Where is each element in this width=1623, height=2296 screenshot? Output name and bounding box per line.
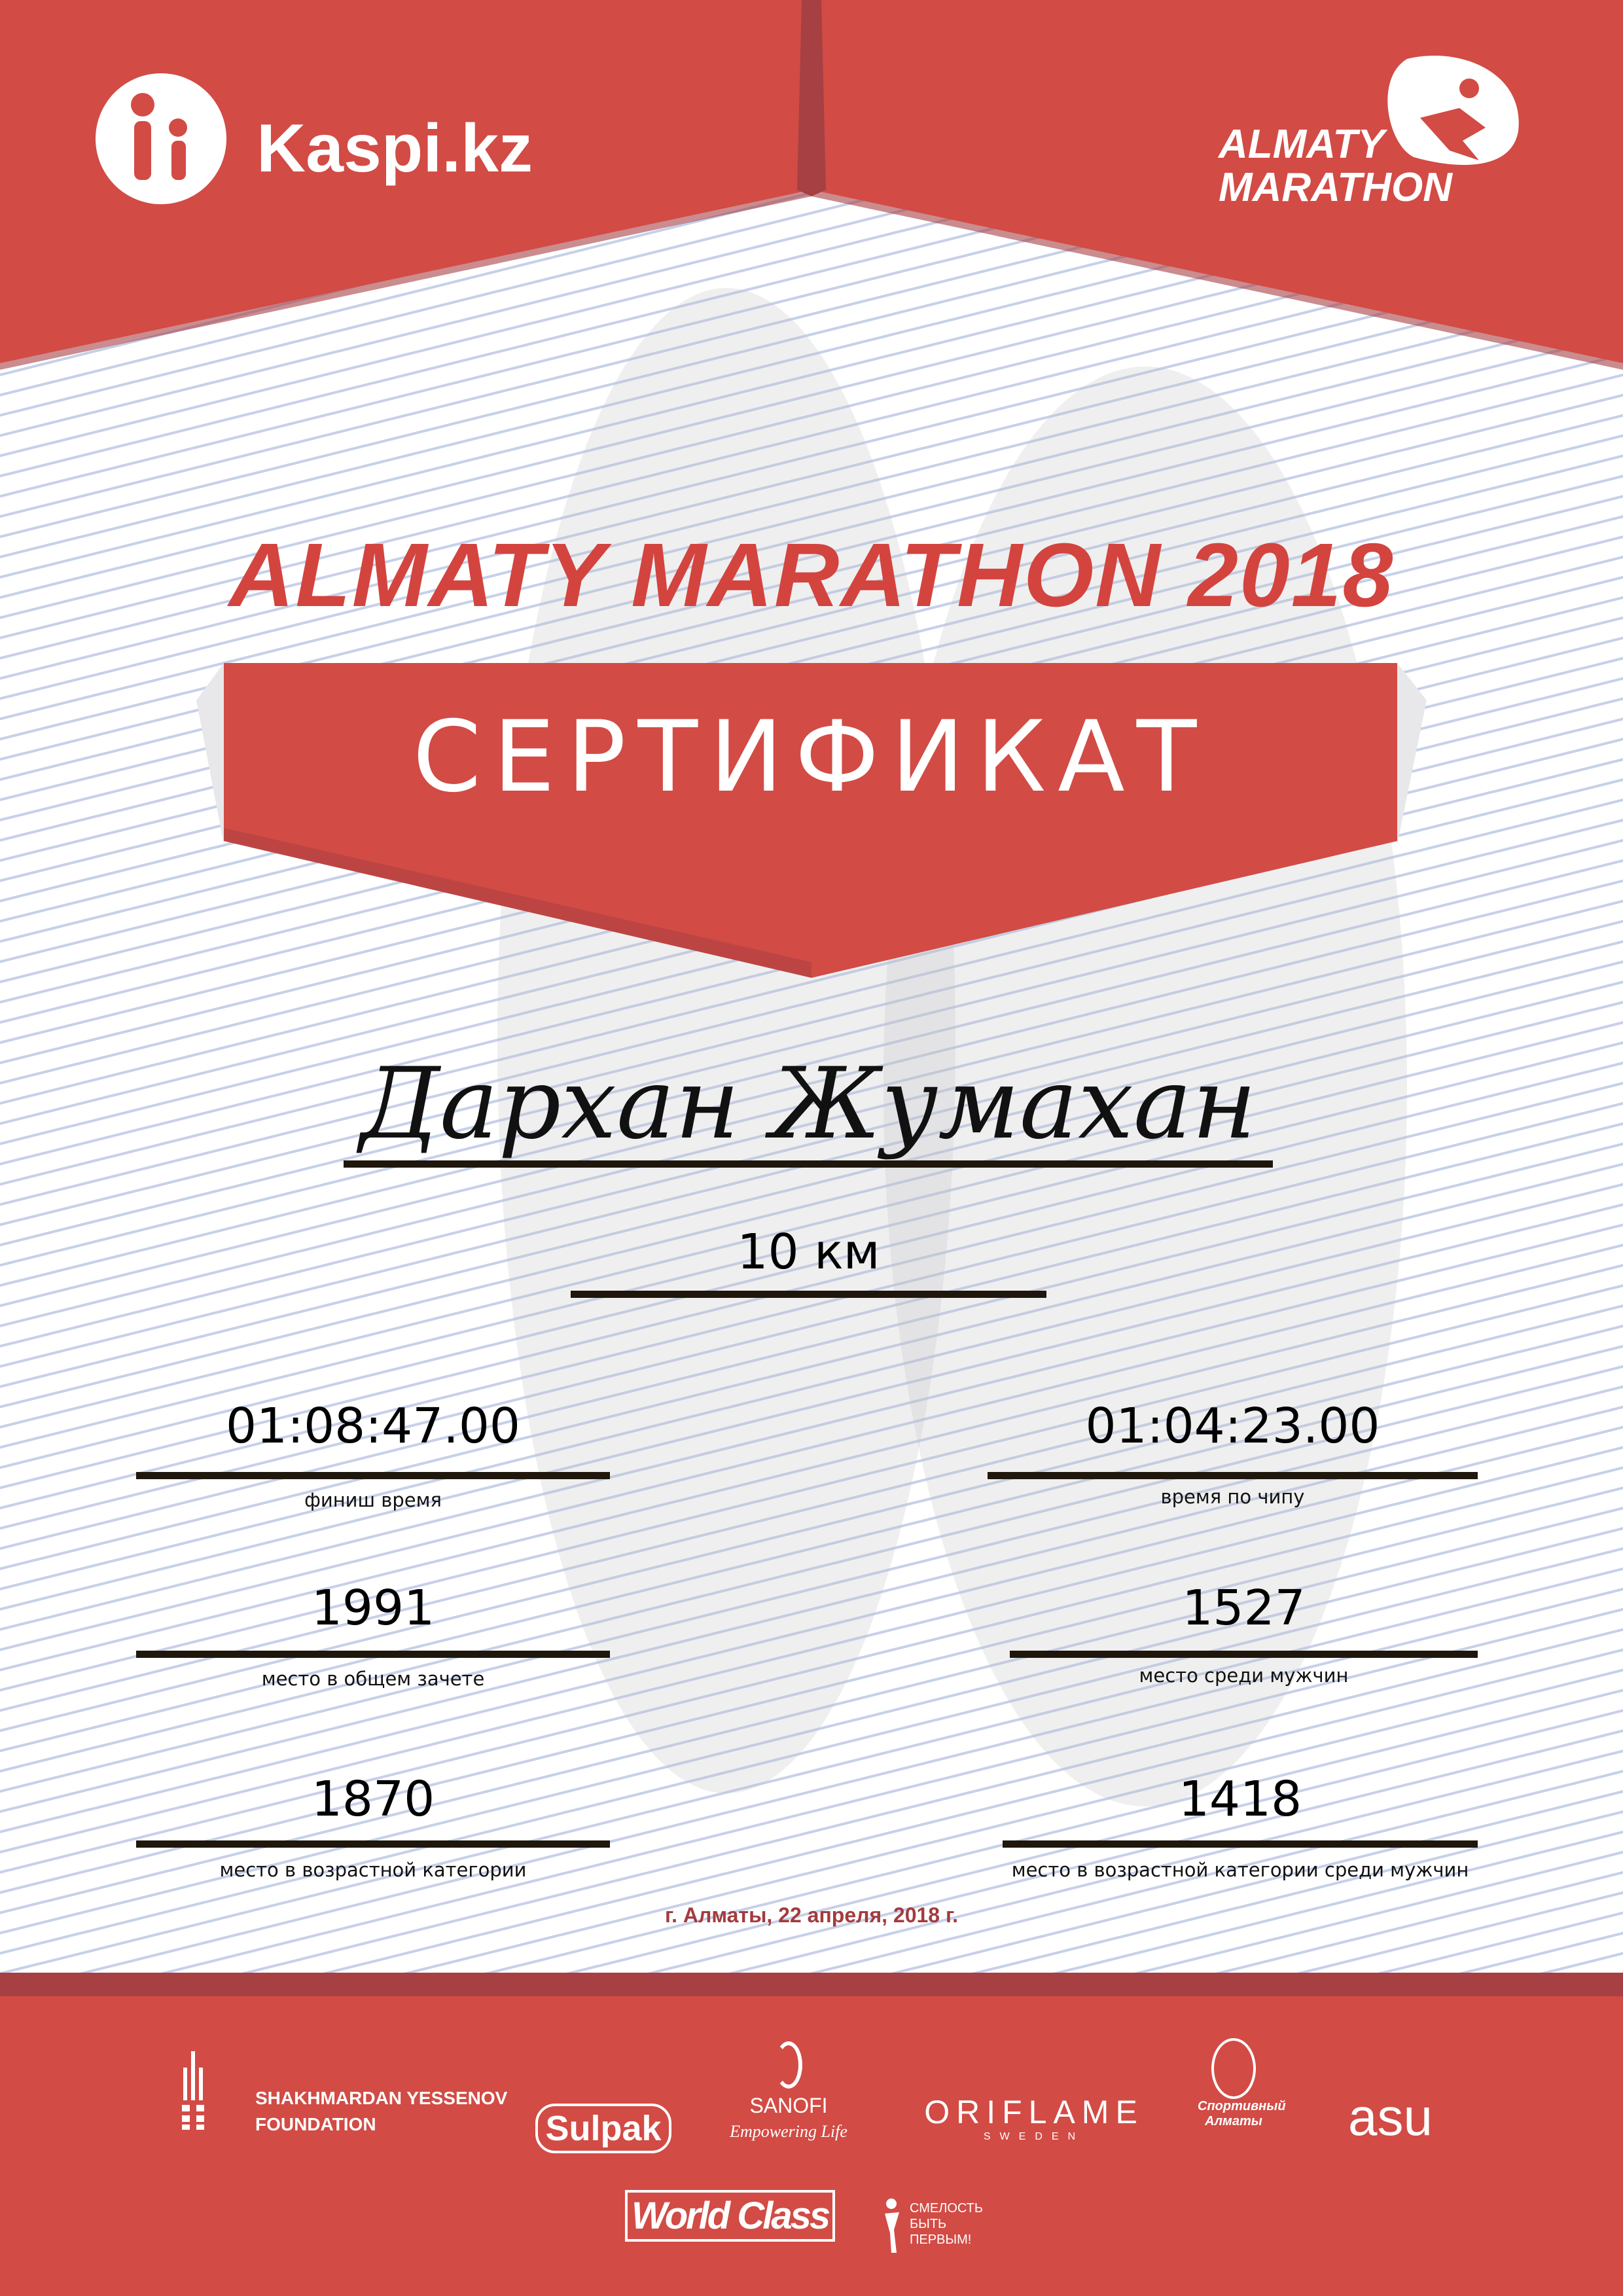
chip-time-label: время по чипу (1160, 1486, 1305, 1508)
certificate-heading: СЕРТИФИКАТ (412, 700, 1209, 814)
name-underline (344, 1160, 1273, 1168)
smelost-line-1: СМЕЛОСТЬ (910, 2201, 984, 2215)
overall-place-label: место в общем зачете (261, 1668, 485, 1690)
finish-time: 01:08:47.00 (225, 1398, 521, 1454)
chip-time: 01:04:23.00 (1085, 1398, 1380, 1454)
result-underline (988, 1472, 1478, 1479)
yessenov-line-2: FOUNDATION (255, 2114, 376, 2134)
men-place: 1527 (1182, 1580, 1306, 1636)
logo-line-2: MARATHON (1219, 165, 1453, 210)
sport-almaty-emblem-icon (1211, 2038, 1256, 2099)
yessenov-icon (182, 2051, 204, 2130)
oriflame-logo: ORIFLAME SWEDEN (923, 2093, 1145, 2143)
kaspi-icon (96, 73, 226, 204)
logo-line-1: ALMATY (1219, 122, 1385, 167)
runner-photo-man (497, 288, 955, 1793)
oriflame-subtext: SWEDEN (983, 2131, 1085, 2142)
partners-footer: SHAKHMARDAN YESSENOV FOUNDATION Sulpak S… (0, 1973, 1623, 2296)
age-category-place-label: место в возрастной категории (219, 1859, 527, 1881)
result-underline (136, 1651, 610, 1658)
header-shape (0, 0, 1623, 370)
result-underline (1003, 1840, 1478, 1848)
certificate-banner (196, 663, 1427, 978)
event-title: ALMATY MARATHON 2018 (228, 525, 1395, 626)
result-underline (1010, 1651, 1478, 1658)
participant-name: Дархан Жумахан (359, 1047, 1257, 1161)
asu-logo: asu (1348, 2088, 1433, 2146)
sanofi-logo: SANOFI Empowering Life (726, 2041, 851, 2142)
yessenov-line-1: SHAKHMARDAN YESSENOV (255, 2088, 508, 2108)
sport-almaty-line-1: Спортивный (1198, 2099, 1286, 2113)
runner-photo-woman (883, 367, 1407, 1806)
sanofi-text: SANOFI (749, 2094, 828, 2117)
worldclass-logo: World Class (625, 2190, 836, 2242)
overall-place: 1991 (311, 1580, 435, 1636)
sanofi-tagline: Empowering Life (730, 2122, 847, 2141)
smelost-line-3: ПЕРВЫМ! (910, 2233, 972, 2247)
sport-almaty-line-2: Алматы (1205, 2114, 1262, 2128)
age-category-men-place-label: место в возрастной категории среди мужчи… (1011, 1859, 1469, 1881)
distance-underline (571, 1291, 1046, 1298)
result-underline (136, 1472, 610, 1479)
oriflame-text: ORIFLAME (924, 2094, 1144, 2130)
sport-almaty-logo: Спортивный Алматы (1198, 2038, 1286, 2129)
result-underline (136, 1840, 610, 1848)
event-date: г. Алматы, 22 апреля, 2018 г. (665, 1903, 958, 1927)
sulpak-logo: Sulpak (535, 2104, 671, 2153)
footer-band (0, 1973, 1623, 1996)
finish-time-label: финиш время (304, 1489, 442, 1511)
age-category-men-place: 1418 (1178, 1771, 1302, 1827)
sanofi-icon (775, 2041, 802, 2089)
distance: 10 км (737, 1224, 880, 1280)
age-category-place: 1870 (311, 1771, 435, 1827)
running-person-icon (885, 2198, 899, 2253)
kaspi-logo-text: Kaspi.kz (257, 111, 533, 187)
smelost-line-2: БЫТЬ (910, 2217, 947, 2231)
men-place-label: место среди мужчин (1139, 1664, 1349, 1687)
almaty-marathon-logo: ALMATY MARATHON (1219, 123, 1452, 209)
